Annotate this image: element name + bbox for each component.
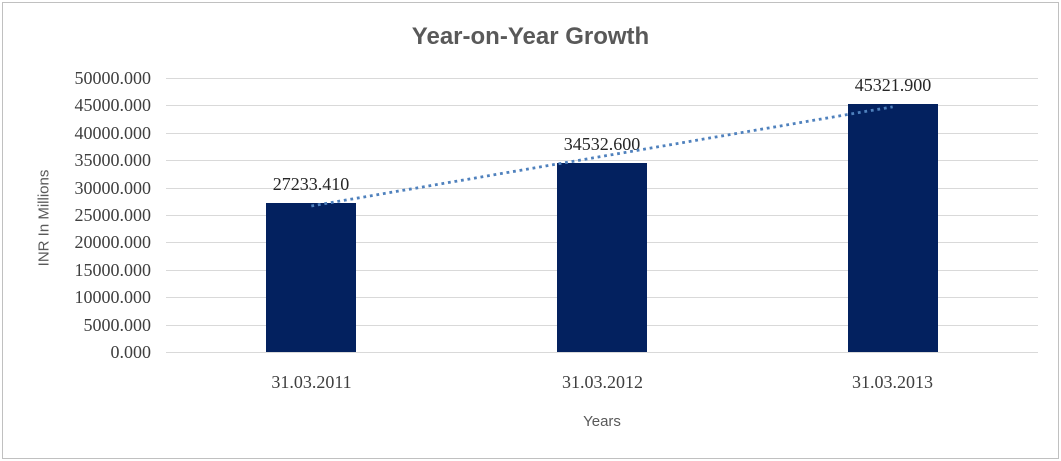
bar <box>557 163 647 352</box>
y-tick-label: 30000.000 <box>74 178 152 198</box>
y-tick-label: 40000.000 <box>74 123 152 143</box>
y-tick-label: 35000.000 <box>74 150 152 170</box>
y-tick-label: 5000.000 <box>83 315 152 335</box>
x-category-label: 31.03.2011 <box>271 372 352 392</box>
bar <box>266 203 356 352</box>
chart-title: Year-on-Year Growth <box>411 23 650 50</box>
x-category-label: 31.03.2012 <box>562 372 643 392</box>
y-tick-label: 25000.000 <box>74 205 152 225</box>
x-axis-title: Years <box>583 413 621 430</box>
bar <box>848 104 938 352</box>
y-gridline <box>166 78 1038 79</box>
x-category-label: 31.03.2013 <box>852 372 933 392</box>
y-tick-label: 10000.000 <box>74 287 152 307</box>
bar-data-label: 27233.410 <box>272 174 350 194</box>
bar-data-label: 45321.900 <box>854 75 932 95</box>
y-tick-label: 50000.000 <box>74 68 152 88</box>
y-gridline <box>166 352 1038 353</box>
y-tick-label: 45000.000 <box>74 95 152 115</box>
y-tick-label: 20000.000 <box>74 232 152 252</box>
bar-data-label: 34532.600 <box>563 134 641 154</box>
y-tick-label: 15000.000 <box>74 260 152 280</box>
y-tick-label: 0.000 <box>110 342 152 362</box>
